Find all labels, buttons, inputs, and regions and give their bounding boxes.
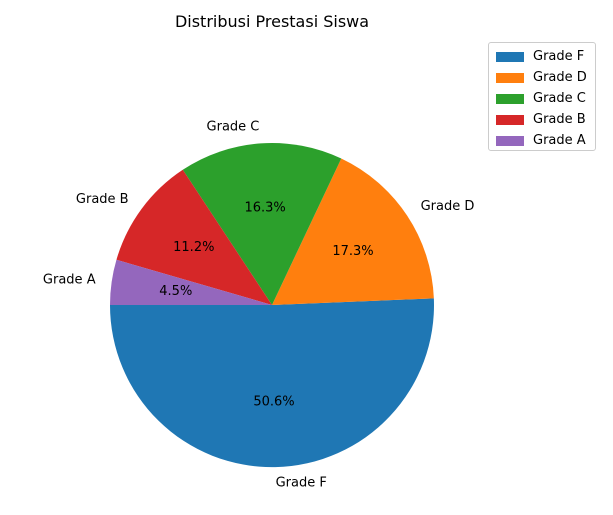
pie-slice (116, 169, 272, 305)
legend-swatch (496, 51, 524, 62)
legend-label: Grade A (533, 133, 586, 148)
legend-item: Grade B (496, 109, 595, 130)
legend-label: Grade B (533, 112, 586, 127)
legend-item: Grade D (496, 67, 595, 88)
legend-swatch (496, 135, 524, 146)
legend-swatch (496, 114, 524, 125)
pie-slice (272, 158, 434, 305)
slice-percent-label: 4.5% (159, 284, 192, 299)
legend-item: Grade F (496, 46, 595, 67)
legend-label: Grade F (533, 49, 585, 64)
slice-category-label: Grade C (207, 120, 260, 135)
slice-category-label: Grade B (76, 192, 129, 207)
legend-item: Grade C (496, 88, 595, 109)
legend-swatch (496, 72, 524, 83)
pie-slice (109, 298, 434, 468)
slice-percent-label: 11.2% (173, 240, 214, 255)
pie-slice (182, 143, 342, 305)
slice-percent-label: 16.3% (244, 201, 285, 216)
legend-label: Grade C (533, 91, 586, 106)
slice-percent-label: 50.6% (253, 395, 294, 410)
chart-legend: Grade F Grade D Grade C Grade B Grade A (488, 42, 596, 151)
slice-category-label: Grade F (276, 476, 327, 491)
slice-category-label: Grade A (43, 272, 96, 287)
legend-label: Grade D (533, 70, 587, 85)
slice-percent-label: 17.3% (332, 244, 373, 259)
chart-title: Distribusi Prestasi Siswa (175, 12, 369, 31)
legend-swatch (496, 93, 524, 104)
slice-category-label: Grade D (421, 199, 475, 214)
pie-slice (110, 259, 272, 305)
legend-item: Grade A (496, 130, 595, 151)
